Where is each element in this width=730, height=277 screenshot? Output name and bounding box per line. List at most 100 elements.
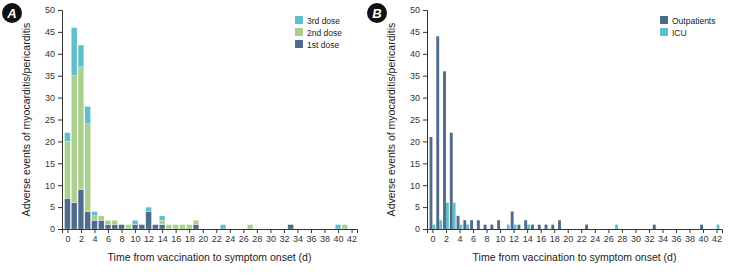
tick-mark — [423, 163, 427, 164]
tick: 5 — [415, 202, 427, 212]
tick-mark — [581, 229, 582, 233]
tick: 25 — [45, 115, 62, 125]
bar-segment — [193, 225, 199, 229]
tick-label: 2 — [444, 234, 449, 244]
tick: 6 — [106, 229, 111, 244]
tick: 38 — [320, 229, 330, 244]
bar-segment — [159, 220, 165, 224]
tick: 6 — [471, 229, 476, 244]
tick: 25 — [410, 115, 427, 125]
tick-mark — [352, 229, 353, 233]
tick-label: 38 — [320, 234, 330, 244]
tick-mark — [58, 54, 62, 55]
tick: 34 — [293, 229, 303, 244]
bar — [545, 225, 548, 229]
tick-mark — [703, 229, 704, 233]
bar — [554, 229, 557, 230]
title: B — [372, 6, 381, 21]
tick-mark — [108, 229, 109, 233]
tick-mark — [338, 229, 339, 233]
tick: 20 — [45, 137, 62, 147]
tick-mark — [58, 32, 62, 33]
tick: 30 — [45, 93, 62, 103]
tick-label: 0 — [415, 224, 420, 234]
tick-mark — [58, 141, 62, 142]
bar-segment — [247, 225, 253, 229]
tick: 35 — [45, 71, 62, 81]
tick-mark — [135, 229, 136, 233]
bar — [656, 229, 659, 230]
tick-mark — [162, 229, 163, 233]
tick: 18 — [185, 229, 195, 244]
tick: 45 — [410, 27, 427, 37]
bar-segment — [125, 225, 131, 229]
tick-mark — [676, 229, 677, 233]
tick: 20 — [563, 229, 573, 244]
x-axis-title: Time from vaccination to symptom onset (… — [108, 251, 312, 263]
tick-mark — [473, 229, 474, 233]
legend-label: Outpatients — [672, 16, 715, 26]
tick-label: 35 — [410, 71, 420, 81]
tick-label: 0 — [430, 234, 435, 244]
bar-segment — [186, 225, 192, 229]
bar — [432, 225, 435, 229]
tick-label: 22 — [212, 234, 222, 244]
tick: 0 — [415, 224, 427, 234]
tick-mark — [568, 229, 569, 233]
bar — [430, 137, 433, 229]
tick: 32 — [279, 229, 289, 244]
tick-label: 32 — [644, 234, 654, 244]
y-axis: 05101520253035404550 — [45, 5, 63, 234]
tick: 22 — [577, 229, 587, 244]
tick-mark — [58, 10, 62, 11]
tick-mark — [94, 229, 95, 233]
tick-mark — [243, 229, 244, 233]
tick: 50 — [45, 5, 62, 15]
tick-mark — [230, 229, 231, 233]
tick-mark — [122, 229, 123, 233]
bar-segment — [92, 216, 98, 220]
legend-label: 1st dose — [307, 40, 339, 50]
bar — [612, 229, 615, 230]
tick: 28 — [252, 229, 262, 244]
tick-label: 12 — [144, 234, 154, 244]
bar-segment — [132, 225, 138, 229]
bar — [490, 225, 493, 229]
bar-segment — [180, 225, 186, 229]
bar-segment — [139, 224, 145, 225]
bar-segment — [186, 224, 192, 225]
panel-label: A — [2, 3, 22, 23]
bar — [531, 225, 534, 229]
bar-segment — [119, 224, 125, 225]
tick: 40 — [699, 229, 709, 244]
legend-label: 2nd dose — [307, 28, 342, 38]
bar — [473, 229, 476, 230]
tick-label: 15 — [45, 159, 55, 169]
tick-mark — [58, 207, 62, 208]
tick: 36 — [671, 229, 681, 244]
tick-mark — [149, 229, 150, 233]
tick-label: 28 — [617, 234, 627, 244]
tick-mark — [423, 98, 427, 99]
y-axis-title: Adverse events of myocarditis/pericardit… — [385, 23, 397, 217]
tick-mark — [423, 120, 427, 121]
tick-mark — [541, 229, 542, 233]
legend-swatch — [295, 16, 303, 24]
tick: 0 — [50, 224, 62, 234]
x-axis-title: Time from vaccination to symptom onset (… — [473, 251, 677, 263]
tick-label: 50 — [410, 5, 420, 15]
bar-segment — [119, 225, 125, 229]
tick-mark — [58, 76, 62, 77]
bar-segment — [65, 133, 71, 142]
tick-label: 42 — [712, 234, 722, 244]
axis-line — [63, 230, 358, 234]
tick-label: 6 — [106, 234, 111, 244]
tick-label: 40 — [45, 49, 55, 59]
tick: 28 — [617, 229, 627, 244]
bar — [527, 225, 530, 229]
tick: 22 — [212, 229, 222, 244]
tick: 40 — [45, 49, 62, 59]
tick-mark — [500, 229, 501, 233]
tick-label: 2 — [79, 234, 84, 244]
bar-segment — [65, 198, 71, 229]
